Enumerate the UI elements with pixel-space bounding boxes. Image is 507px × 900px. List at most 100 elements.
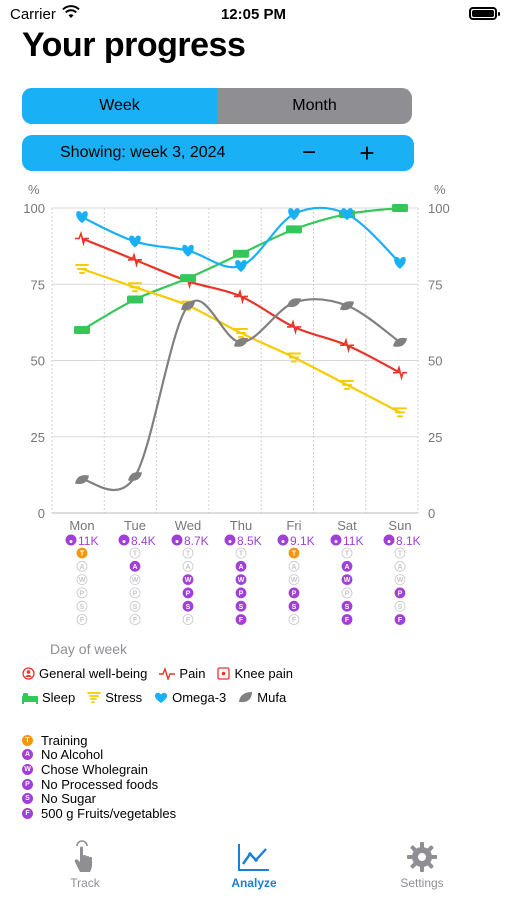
data-point-pulse <box>393 365 407 381</box>
data-point-tornado <box>234 328 248 339</box>
tab-settings-label: Settings <box>400 876 444 890</box>
x-tick-label: Mon <box>69 518 94 533</box>
steps-icon <box>277 534 289 546</box>
y-unit-right: % <box>434 182 446 197</box>
gear-icon <box>407 842 437 872</box>
steps-icon <box>224 534 236 546</box>
y-tick-label-left: 50 <box>31 354 45 369</box>
habit-badge-letter: P <box>398 591 403 598</box>
habit-badge-letter: T <box>292 551 297 558</box>
habit-badge-t <box>76 547 88 559</box>
habit-badge-f <box>129 614 141 625</box>
data-point-leaf <box>393 337 407 347</box>
habit-badge-f <box>394 614 406 625</box>
data-point-tornado <box>287 352 301 363</box>
data-point-leaf <box>234 337 248 347</box>
next-week-button[interactable]: + <box>359 138 375 168</box>
habit-badge-letter: W <box>397 577 404 584</box>
habit-badge-letter: A <box>291 564 296 571</box>
month-segment[interactable]: Month <box>292 97 337 114</box>
steps-value: 8.5K <box>237 534 262 548</box>
wifi-icon <box>62 5 80 18</box>
habit-badge-s <box>235 600 247 612</box>
week-segment[interactable]: Week <box>22 88 217 124</box>
page-title: Your progress <box>22 26 246 64</box>
habit-badge-letter: S <box>239 604 244 611</box>
tab-settings[interactable]: Settings <box>362 838 482 890</box>
habit-label: No Alcohol <box>41 747 104 763</box>
habit-badge-w <box>76 574 88 586</box>
pulse-icon <box>159 667 176 680</box>
legend-sleep: Sleep <box>22 690 75 705</box>
steps-icon-glyph: ● <box>334 539 338 546</box>
y-tick-label-right: 100 <box>428 201 450 216</box>
legend-mufa: Mufa <box>238 690 286 705</box>
habit-label: Training <box>41 732 88 748</box>
habit-badge-letter: T <box>186 551 191 558</box>
habit-badge-letter: P <box>186 591 191 598</box>
tab-analyze[interactable]: Analyze <box>194 838 314 890</box>
habit-badge-a <box>394 560 406 572</box>
habit-badge-a <box>341 560 353 572</box>
legend-general-label: General well-being <box>39 666 148 681</box>
y-unit-left: % <box>28 182 40 197</box>
steps-value: 9.1K <box>290 534 315 548</box>
legend-row-1: General well-being Pain Knee pain <box>22 666 305 681</box>
habit-badge-letter: F <box>239 617 244 624</box>
data-point-pulse <box>75 230 89 247</box>
data-point-tornado <box>75 264 89 274</box>
y-tick-label-right: 50 <box>428 354 442 369</box>
data-point-leaf <box>287 298 301 308</box>
legend-stress-label: Stress <box>105 690 143 705</box>
steps-value: 8.4K <box>131 534 156 548</box>
habit-badge-f <box>288 614 300 625</box>
habit-badge-letter: P <box>345 591 350 598</box>
data-point-pulse <box>340 337 354 354</box>
x-tick-label: Thu <box>230 518 252 533</box>
habit-badge-letter: S <box>186 604 191 611</box>
habit-badge-letter: S <box>345 604 350 611</box>
legend-pain-label: Pain <box>179 666 206 681</box>
habit-badge-a <box>288 560 300 572</box>
habit-badge-letter: A <box>344 564 349 571</box>
previous-week-button[interactable]: − <box>301 139 316 166</box>
habit-badge-s <box>394 600 406 612</box>
data-point-tornado <box>340 379 354 390</box>
data-point-leaf <box>181 301 195 311</box>
steps-icon-glyph: ● <box>69 539 73 546</box>
data-point-bed <box>286 225 302 234</box>
data-point-heart <box>288 208 300 221</box>
habit-no-sugar: S No Sugar <box>22 791 176 806</box>
y-tick-label-right: 0 <box>428 506 435 521</box>
x-tick-label: Tue <box>124 518 146 533</box>
data-point-bed <box>127 295 143 304</box>
leaf-icon <box>239 692 253 703</box>
habit-badge-p <box>235 587 247 599</box>
habit-label: No Sugar <box>41 791 96 807</box>
legend-knee: Knee pain <box>217 666 293 681</box>
habit-badge-letter: W <box>79 577 86 584</box>
steps-icon-glyph: ● <box>175 539 179 546</box>
habit-badge-letter: T <box>80 551 85 558</box>
habit-badge-s <box>288 600 300 612</box>
habit-no-alcohol: A No Alcohol <box>22 747 176 763</box>
data-point-leaf <box>75 475 89 485</box>
habit-badge-w <box>129 574 141 586</box>
data-point-pulse <box>128 252 142 268</box>
habit-badge-letter: P <box>239 591 244 598</box>
tab-track[interactable]: Track <box>25 838 145 890</box>
habit-badge-a <box>76 560 88 572</box>
period-segmented-control: Week Month <box>22 88 412 124</box>
data-point-bed <box>74 326 90 334</box>
y-tick-label-right: 75 <box>428 277 442 292</box>
habit-badge-w <box>288 574 300 586</box>
data-point-heart <box>129 235 141 248</box>
habit-badge-w <box>394 574 406 586</box>
habit-badge-letter: P <box>292 591 297 598</box>
habit-badge-letter: S <box>398 604 403 611</box>
legend-stress: Stress <box>87 690 142 705</box>
steps-value: 8.7K <box>184 534 209 548</box>
data-point-heart <box>394 256 406 269</box>
habit-badge-letter: A <box>79 564 84 571</box>
